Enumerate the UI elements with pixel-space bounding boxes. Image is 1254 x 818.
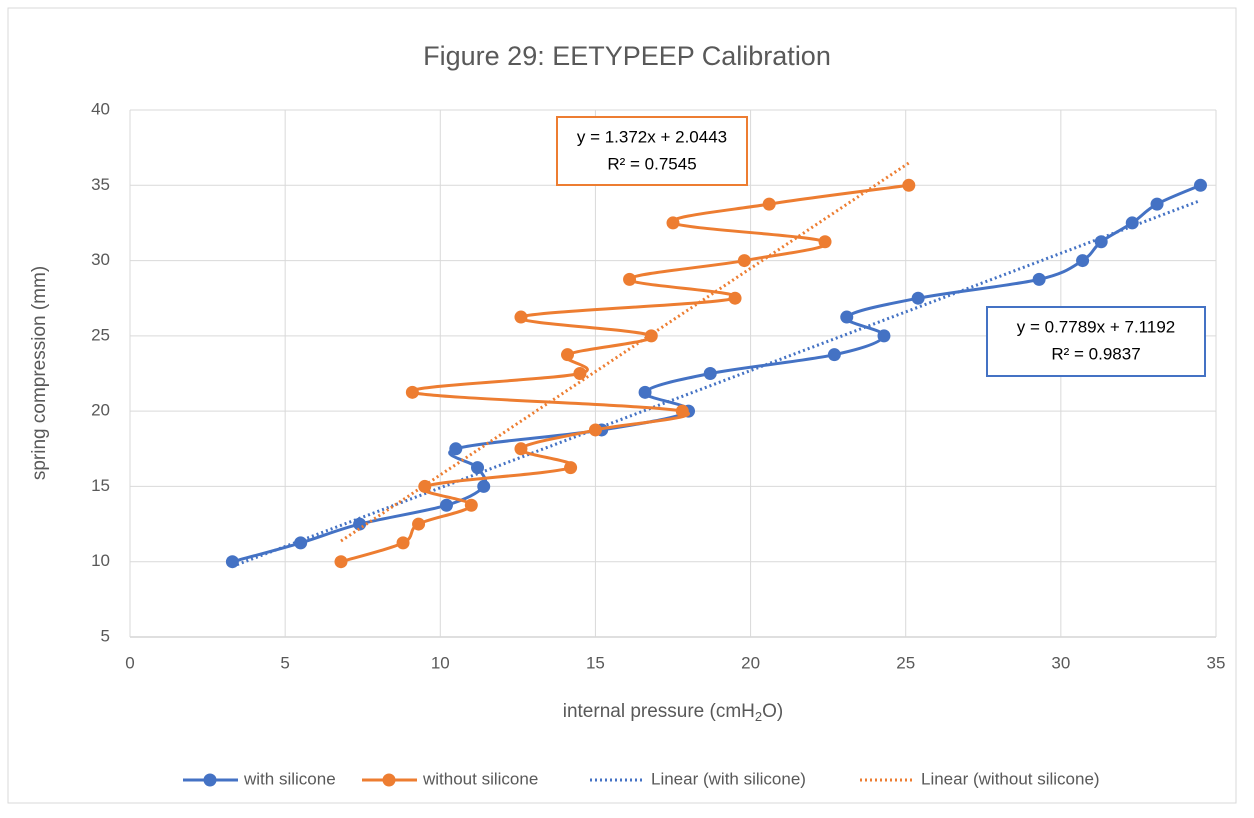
marker — [737, 254, 751, 268]
y-tick-label: 25 — [91, 325, 110, 344]
equation: y = 0.7789x + 7.1192 — [1017, 317, 1175, 336]
marker — [477, 479, 491, 493]
marker — [334, 555, 348, 569]
marker — [471, 461, 485, 475]
x-tick-label: 10 — [431, 653, 450, 672]
marker — [728, 291, 742, 305]
equation: y = 1.372x + 2.0443 — [577, 127, 727, 146]
r-squared: R² = 0.7545 — [607, 154, 696, 173]
marker — [840, 310, 854, 324]
marker — [514, 442, 528, 456]
marker — [294, 536, 308, 550]
marker — [1032, 272, 1046, 286]
chart-title: Figure 29: EETYPEEP Calibration — [423, 41, 831, 71]
y-tick-label: 30 — [91, 250, 110, 269]
legend-marker — [382, 773, 396, 787]
marker — [1094, 235, 1108, 249]
trendline — [340, 161, 910, 543]
marker — [703, 367, 717, 380]
marker — [877, 329, 891, 343]
marker — [1193, 178, 1207, 192]
x-label-sub: 2 — [755, 709, 762, 724]
x-tick-label: 35 — [1207, 653, 1226, 672]
x-tick-label: 30 — [1051, 653, 1070, 672]
y-tick-label: 5 — [101, 626, 110, 645]
legend-label: Linear (without silicone) — [921, 769, 1100, 788]
marker — [564, 461, 578, 475]
marker — [762, 197, 776, 211]
marker — [638, 385, 652, 399]
legend-label: with silicone — [243, 769, 336, 788]
marker — [573, 367, 587, 380]
marker — [666, 216, 680, 230]
marker — [827, 348, 841, 362]
x-tick-label: 5 — [280, 653, 289, 672]
marker — [1125, 216, 1139, 230]
marker — [514, 310, 528, 324]
legend-label: Linear (with silicone) — [651, 769, 806, 788]
legend-marker — [203, 773, 217, 787]
marker — [644, 329, 658, 343]
marker — [1150, 197, 1164, 211]
marker — [675, 404, 689, 418]
y-tick-label: 15 — [91, 476, 110, 495]
marker — [439, 498, 453, 512]
marker — [405, 385, 419, 399]
r-squared: R² = 0.9837 — [1051, 344, 1140, 363]
legend-label: without silicone — [422, 769, 538, 788]
equation-box — [556, 116, 748, 186]
x-axis-label: internal pressure (cmH2O) — [563, 701, 784, 724]
y-tick-label: 40 — [91, 99, 110, 118]
marker — [623, 272, 637, 286]
marker — [396, 536, 410, 550]
x-tick-label: 0 — [125, 653, 134, 672]
marker — [818, 235, 832, 249]
y-tick-label: 10 — [91, 551, 110, 570]
y-tick-label: 35 — [91, 175, 110, 194]
marker — [449, 442, 463, 456]
marker — [911, 291, 925, 305]
series-line — [231, 183, 1202, 564]
x-label-part: internal pressure (cmH — [563, 701, 755, 722]
y-tick-label: 20 — [91, 401, 110, 420]
marker — [464, 498, 478, 512]
marker — [412, 517, 426, 531]
marker — [418, 479, 432, 493]
y-axis-label: spring compression (mm) — [29, 266, 50, 480]
x-tick-label: 20 — [741, 653, 760, 672]
marker — [561, 348, 575, 362]
marker — [902, 178, 916, 192]
marker — [1076, 254, 1090, 268]
x-tick-label: 25 — [896, 653, 915, 672]
marker — [588, 423, 602, 437]
x-tick-label: 15 — [586, 653, 605, 672]
equation-box — [986, 306, 1206, 377]
marker — [225, 555, 239, 569]
marker — [353, 517, 367, 531]
x-label-part: O) — [762, 701, 783, 722]
